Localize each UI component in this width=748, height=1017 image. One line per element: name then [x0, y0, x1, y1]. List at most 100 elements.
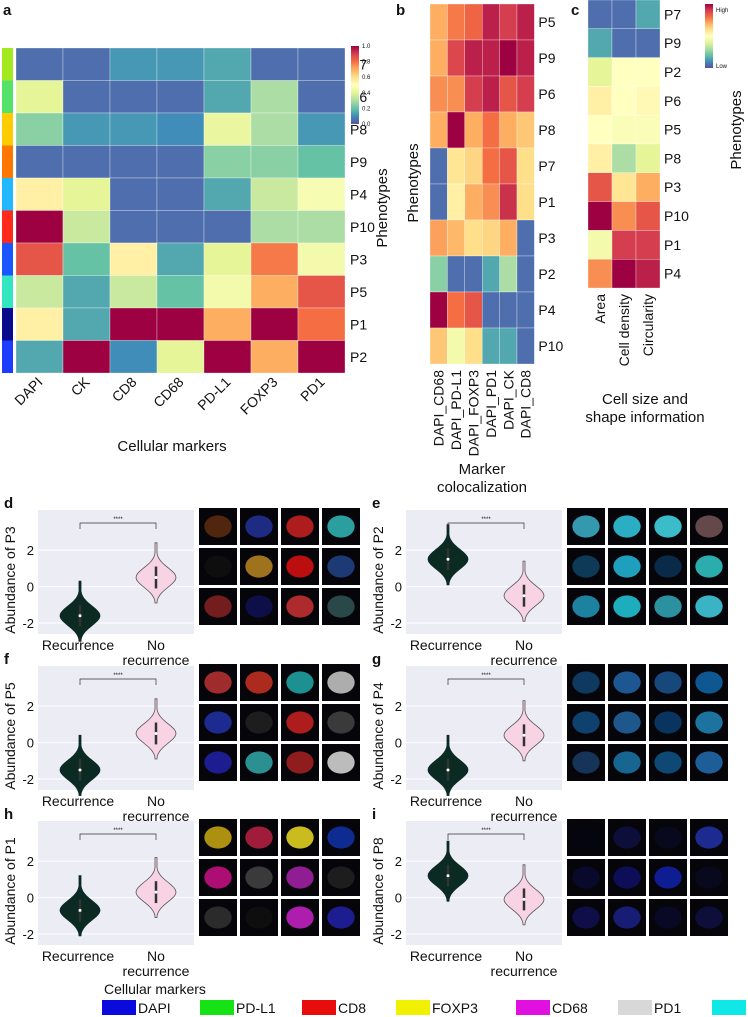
x-label-no-recurrence-2: recurrence	[123, 808, 190, 824]
cell-image-blob	[204, 826, 232, 849]
heatmap-cell	[250, 340, 299, 374]
cell-image-blob	[327, 751, 355, 774]
legend-label: DAPI	[138, 1000, 171, 1016]
y-tick-label: 0	[395, 736, 402, 751]
x-label-recurrence: Recurrence	[410, 793, 483, 809]
x-label-no-recurrence-1: No	[147, 637, 165, 653]
cell-image-blob	[327, 906, 355, 929]
heatmap-cell	[499, 147, 518, 185]
cell-image-blob	[695, 711, 723, 734]
heatmap-cell	[15, 112, 64, 146]
heatmap-cell	[464, 183, 483, 221]
y-axis-title: Abundance of P2	[370, 526, 386, 634]
heatmap-cell	[447, 255, 465, 293]
violin-panel-label: g	[372, 651, 381, 668]
y-axis-title: Abundance of P3	[2, 526, 18, 634]
cell-image-blob	[572, 595, 600, 618]
heatmap-cell	[203, 145, 252, 179]
heatmap-cell	[516, 111, 535, 149]
cell-image-blob	[654, 906, 682, 929]
heatmap-cell	[516, 255, 535, 293]
cell-image-blob	[654, 595, 682, 618]
cell-image-blob	[327, 826, 355, 849]
axis-title-y: Phenotypes	[374, 168, 391, 247]
heatmap-cell	[109, 145, 158, 179]
heatmap-cell	[499, 75, 518, 113]
heatmap-cell	[482, 39, 500, 77]
x-label-no-recurrence-2: recurrence	[491, 652, 558, 668]
row-label: P10	[538, 338, 563, 354]
heatmap-cell	[635, 86, 661, 116]
heatmap-cell	[109, 177, 158, 211]
heatmap-cell	[611, 230, 637, 260]
heatmap-cell	[464, 39, 483, 77]
cell-image-blob	[245, 555, 273, 578]
heatmap-cell	[297, 47, 346, 81]
heatmap-cell	[203, 112, 252, 146]
phenotype-color-strip-cell	[2, 210, 13, 243]
row-label: P4	[350, 186, 367, 202]
heatmap-cell	[203, 80, 252, 114]
heatmap-cell	[499, 183, 518, 221]
axis-title-x-1: Marker	[459, 461, 506, 478]
cell-image-blob	[613, 866, 641, 889]
heatmap-cell	[482, 111, 500, 149]
heatmap-cell	[516, 291, 535, 329]
heatmap-cell	[15, 340, 64, 374]
heatmap-cell	[297, 307, 346, 341]
panel-c-label: c	[571, 2, 579, 19]
cell-image-blob	[204, 671, 232, 694]
cell-image-blob	[613, 555, 641, 578]
heatmap-cell	[482, 255, 500, 293]
heatmap-cell	[62, 307, 111, 341]
y-tick-label: 0	[395, 891, 402, 906]
heatmap-cell	[587, 0, 613, 29]
heatmap-cell	[203, 307, 252, 341]
column-label: DAPI_CD68	[431, 370, 447, 446]
heatmap-cell	[15, 177, 64, 211]
cell-image-blob	[204, 515, 232, 538]
heatmap-cell	[635, 28, 661, 58]
phenotype-color-strip-cell	[2, 178, 13, 211]
plot-area	[406, 821, 562, 945]
column-label: PD1	[297, 374, 328, 405]
heatmap-cell	[464, 147, 483, 185]
heatmap-cell	[464, 327, 483, 365]
cell-image-blob	[572, 906, 600, 929]
heatmap-cell	[587, 115, 613, 145]
y-tick-label: 2	[27, 854, 34, 869]
heatmap-cell	[297, 275, 346, 309]
cell-image-blob	[204, 906, 232, 929]
legend-swatch	[516, 1000, 550, 1015]
heatmap-cell	[635, 143, 661, 173]
violin-panel-d: d 2 0 -2 Abundance of P3 **** Recurrence Norecu…	[2, 495, 360, 668]
panel-a: aP7P6P8P9P4P10P3P5P1P2DAPICKCD8CD68PD-L1…	[2, 2, 391, 455]
heatmap-cell	[482, 3, 500, 41]
heatmap-cell	[62, 340, 111, 374]
row-label: P2	[664, 64, 681, 80]
heatmap-cell	[250, 47, 299, 81]
heatmap-cell	[499, 291, 518, 329]
column-label: DAPI_FOXP3	[466, 370, 482, 457]
plot-area	[38, 821, 194, 945]
significance-stars: ****	[113, 673, 123, 679]
heatmap-cell	[250, 275, 299, 309]
cell-image-blob	[245, 671, 273, 694]
row-label: P6	[538, 86, 555, 102]
heatmap-cell	[203, 47, 252, 81]
heatmap-cell	[587, 86, 613, 116]
colorbar-tick: 0.6	[362, 75, 371, 81]
cell-image-blob	[286, 906, 314, 929]
heatmap-cell	[429, 219, 448, 257]
x-label-recurrence: Recurrence	[410, 637, 483, 653]
phenotype-color-strip-cell	[2, 48, 13, 81]
phenotype-color-strip-cell	[2, 340, 13, 373]
cell-image-blob	[327, 671, 355, 694]
significance-bracket	[447, 833, 525, 840]
significance-bracket	[447, 678, 525, 685]
x-label-no-recurrence-1: No	[147, 793, 165, 809]
heatmap-cell	[203, 177, 252, 211]
